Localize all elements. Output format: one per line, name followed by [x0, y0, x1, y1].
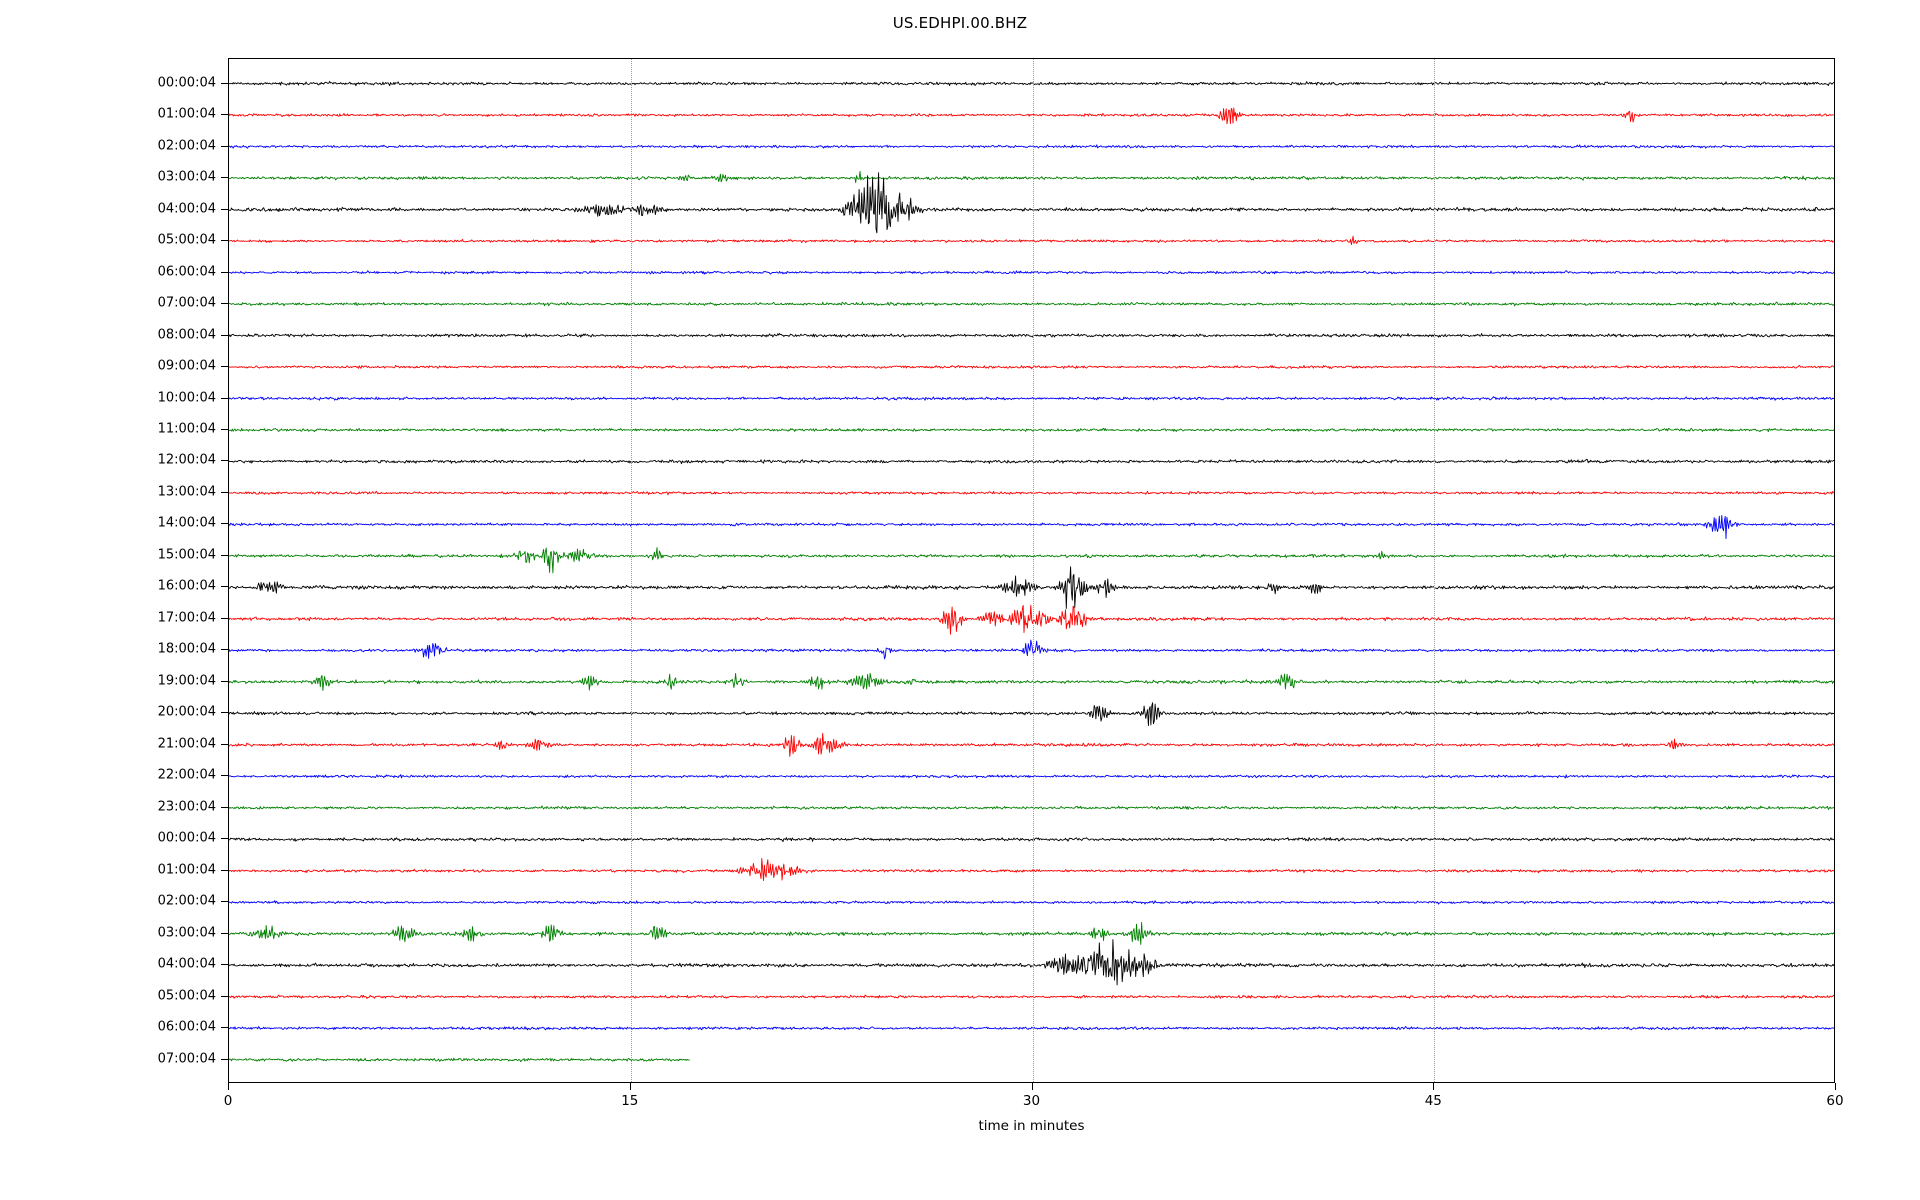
plot-area	[228, 58, 1835, 1083]
y-tick-mark-17	[221, 617, 228, 619]
y-tick-mark-21	[221, 743, 228, 745]
y-tick-mark-30	[221, 1027, 228, 1029]
x-tick-mark-15	[629, 1083, 631, 1090]
y-tick-label-21: 21:00:04	[157, 736, 216, 752]
x-tick-label-60: 60	[1826, 1093, 1844, 1109]
y-tick-mark-7	[221, 303, 228, 304]
y-tick-mark-12	[221, 460, 228, 462]
y-tick-label-16: 16:00:04	[157, 578, 216, 594]
y-tick-label-28: 04:00:04	[157, 956, 216, 972]
y-tick-label-31: 07:00:04	[157, 1051, 216, 1067]
y-tick-label-22: 22:00:04	[157, 767, 216, 783]
y-tick-mark-29	[221, 995, 228, 997]
x-tick-mark-0	[228, 1083, 229, 1090]
y-tick-mark-20	[221, 712, 228, 714]
y-tick-mark-28	[221, 964, 228, 966]
y-tick-mark-25	[221, 869, 228, 871]
y-tick-mark-3	[221, 177, 228, 178]
x-axis-label: time in minutes	[978, 1118, 1085, 1134]
y-tick-label-4: 04:00:04	[157, 201, 216, 216]
y-tick-mark-9	[221, 366, 228, 367]
y-tick-label-10: 10:00:04	[157, 390, 216, 405]
y-tick-label-27: 03:00:04	[157, 925, 216, 941]
y-tick-label-9: 09:00:04	[157, 358, 216, 374]
x-tick-label-45: 45	[1424, 1093, 1442, 1109]
x-tick-label-0: 0	[223, 1093, 233, 1109]
y-tick-mark-22	[221, 775, 228, 777]
y-tick-mark-19	[221, 680, 228, 682]
y-tick-mark-16	[221, 586, 228, 588]
y-tick-mark-27	[221, 932, 228, 934]
y-tick-label-15: 15:00:04	[157, 547, 216, 563]
y-tick-label-29: 05:00:04	[157, 988, 216, 1004]
y-tick-mark-4	[221, 208, 228, 210]
y-tick-mark-23	[221, 806, 228, 808]
y-tick-label-3: 03:00:04	[157, 169, 216, 185]
y-tick-label-2: 02:00:04	[157, 138, 216, 153]
y-tick-mark-2	[221, 145, 228, 147]
y-tick-label-23: 23:00:04	[157, 799, 216, 815]
y-tick-label-19: 19:00:04	[157, 673, 216, 689]
gridline-x-45	[1434, 59, 1436, 1082]
y-tick-mark-0	[221, 82, 228, 84]
y-tick-mark-10	[221, 397, 228, 399]
y-tick-mark-15	[221, 554, 228, 556]
y-tick-label-20: 20:00:04	[157, 704, 216, 720]
x-tick-mark-45	[1433, 1083, 1435, 1090]
trace-row-31	[229, 1057, 690, 1063]
y-tick-label-8: 08:00:04	[157, 327, 216, 342]
x-tick-mark-30	[1031, 1083, 1033, 1090]
y-tick-label-6: 06:00:04	[157, 264, 216, 279]
y-tick-label-17: 17:00:04	[157, 610, 216, 626]
y-tick-mark-11	[221, 429, 228, 430]
y-tick-label-13: 13:00:04	[157, 484, 216, 500]
x-tick-label-30: 30	[1022, 1093, 1041, 1109]
x-tick-mark-60	[1835, 1083, 1836, 1090]
y-tick-mark-24	[221, 838, 228, 840]
y-tick-mark-13	[221, 491, 228, 493]
y-tick-label-0: 00:00:04	[157, 75, 216, 91]
y-tick-label-14: 14:00:04	[157, 515, 216, 531]
x-tick-label-15: 15	[621, 1093, 639, 1109]
y-tick-label-30: 06:00:04	[157, 1019, 216, 1035]
y-tick-mark-26	[221, 901, 228, 903]
gridline-x-30	[1032, 59, 1034, 1082]
page-title: US.EDHPI.00.BHZ	[892, 14, 1028, 32]
y-tick-label-1: 01:00:04	[157, 106, 216, 122]
y-tick-label-7: 07:00:04	[157, 295, 216, 311]
y-tick-mark-8	[221, 334, 228, 336]
y-tick-label-26: 02:00:04	[157, 893, 216, 909]
y-tick-mark-6	[221, 271, 228, 273]
y-tick-label-18: 18:00:04	[157, 641, 216, 657]
y-tick-label-25: 01:00:04	[157, 862, 216, 878]
y-tick-mark-5	[221, 240, 228, 241]
y-tick-label-12: 12:00:04	[157, 452, 216, 468]
y-tick-mark-14	[221, 523, 228, 525]
y-tick-mark-1	[221, 114, 228, 116]
y-tick-label-11: 11:00:04	[157, 421, 216, 437]
y-tick-label-5: 05:00:04	[157, 232, 216, 248]
y-tick-mark-18	[221, 649, 228, 651]
y-tick-label-24: 00:00:04	[157, 830, 216, 846]
y-tick-mark-31	[221, 1058, 228, 1060]
gridline-x-15	[630, 59, 632, 1082]
